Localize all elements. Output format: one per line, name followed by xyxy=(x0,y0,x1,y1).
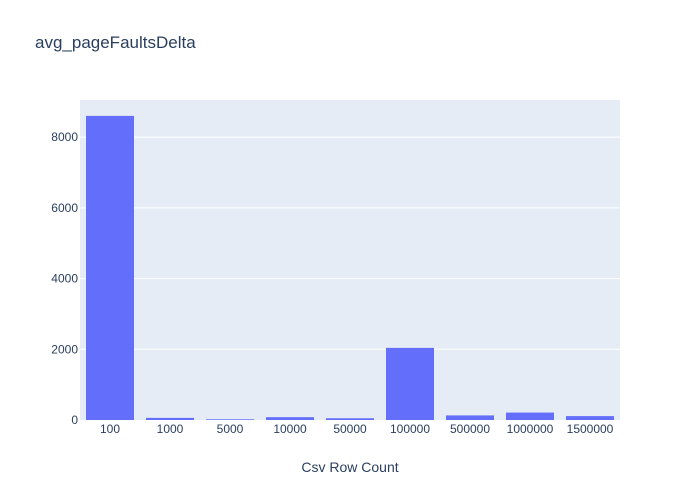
bar-50000[interactable] xyxy=(326,418,374,420)
x-tick-label: 5000 xyxy=(217,422,244,436)
x-tick-label: 50000 xyxy=(333,422,367,436)
x-tick-label: 1000000 xyxy=(507,422,554,436)
y-tick-label: 6000 xyxy=(51,201,78,215)
chart-title: avg_pageFaultsDelta xyxy=(35,33,196,52)
bar-10000[interactable] xyxy=(266,417,314,420)
y-tick-label: 0 xyxy=(71,413,78,427)
gridlines xyxy=(80,136,620,350)
bar-5000[interactable] xyxy=(206,419,254,420)
x-axis-ticks: 100 1000 5000 10000 50000 100000 500000 1000000… xyxy=(100,422,614,436)
bar-100000[interactable] xyxy=(386,347,434,420)
y-axis-ticks: 0 2000 4000 6000 8000 xyxy=(51,130,78,427)
x-tick-label: 1000 xyxy=(157,422,184,436)
bar-100[interactable] xyxy=(86,115,134,420)
x-tick-label: 1500000 xyxy=(567,422,614,436)
x-tick-label: 10000 xyxy=(273,422,307,436)
x-tick-label: 100000 xyxy=(390,422,430,436)
y-tick-label: 4000 xyxy=(51,272,78,286)
y-tick-label: 2000 xyxy=(51,342,78,356)
bar-1000[interactable] xyxy=(146,417,194,420)
x-axis-title: Csv Row Count xyxy=(301,459,398,475)
x-tick-label: 100 xyxy=(100,422,120,436)
y-tick-label: 8000 xyxy=(51,130,78,144)
bars xyxy=(86,115,614,420)
bar-1000000[interactable] xyxy=(506,412,554,420)
x-tick-label: 500000 xyxy=(450,422,490,436)
bar-500000[interactable] xyxy=(446,415,494,420)
plot-area xyxy=(80,100,620,420)
bar-1500000[interactable] xyxy=(566,416,614,420)
